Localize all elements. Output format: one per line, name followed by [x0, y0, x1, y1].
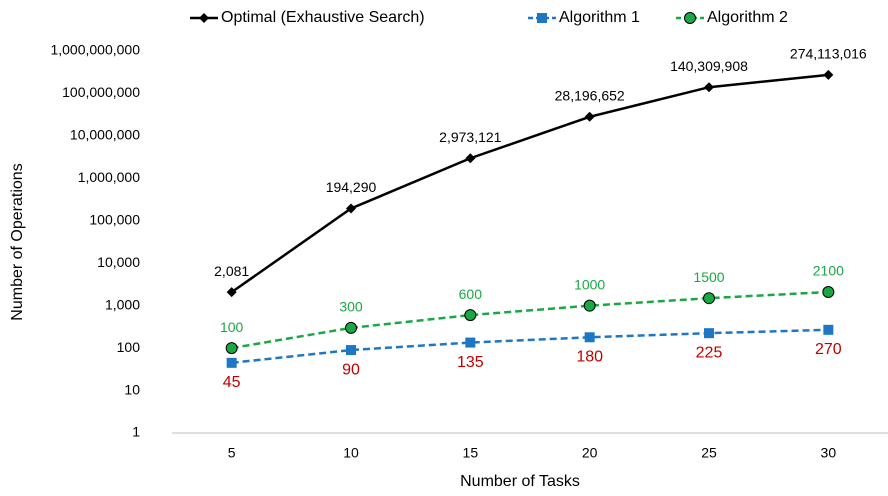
legend-label: Optimal (Exhaustive Search) — [221, 9, 425, 26]
marker — [704, 82, 714, 93]
y-tick-label: 1,000,000 — [78, 169, 140, 185]
data-label: 194,290 — [326, 179, 377, 195]
marker — [584, 332, 595, 343]
y-tick-label: 10,000 — [97, 254, 140, 270]
data-label: 270 — [815, 341, 842, 358]
data-label: 135 — [457, 354, 484, 371]
marker — [465, 337, 476, 348]
legend-marker — [199, 13, 209, 23]
y-tick-label: 10 — [124, 381, 140, 397]
data-label: 2,081 — [214, 263, 249, 279]
y-tick-label: 100 — [117, 339, 141, 355]
marker — [346, 345, 356, 356]
data-label: 1500 — [693, 269, 724, 285]
x-tick-label: 20 — [582, 445, 598, 461]
x-axis-label: Number of Tasks — [460, 473, 580, 490]
y-tick-label: 1 — [132, 424, 140, 440]
marker — [346, 203, 356, 214]
series-line — [231, 328, 829, 365]
legend-label: Algorithm 1 — [559, 9, 640, 26]
x-tick-label: 25 — [701, 445, 717, 461]
series-line — [231, 290, 829, 350]
y-axis-label: Number of Operations — [9, 163, 26, 320]
marker — [822, 285, 835, 298]
data-label: 1000 — [574, 276, 605, 292]
data-label: 2,973,121 — [439, 129, 501, 145]
legend-marker — [684, 12, 696, 24]
x-tick-label: 5 — [228, 445, 236, 461]
marker — [584, 111, 595, 122]
marker — [464, 309, 477, 322]
marker — [823, 69, 834, 80]
data-label: 45 — [223, 374, 241, 391]
marker — [703, 292, 715, 305]
x-tick-label: 30 — [821, 445, 837, 461]
data-label: 180 — [576, 348, 603, 365]
legend-label: Algorithm 2 — [707, 9, 788, 26]
data-label: 600 — [459, 286, 483, 302]
x-tick-label: 10 — [343, 445, 359, 461]
marker — [465, 153, 476, 164]
marker — [823, 324, 834, 335]
data-label: 225 — [696, 344, 723, 361]
y-tick-label: 10,000,000 — [70, 127, 140, 143]
y-tick-label: 100,000,000 — [62, 84, 140, 100]
data-label: 2100 — [813, 263, 844, 279]
y-tick-label: 100,000 — [89, 211, 140, 227]
data-label: 300 — [339, 299, 363, 315]
y-tick-label: 1,000 — [105, 296, 140, 312]
data-label: 274,113,016 — [790, 46, 867, 62]
marker — [583, 299, 596, 312]
marker — [345, 321, 357, 334]
data-label: 28,196,652 — [555, 87, 625, 103]
legend-marker — [537, 13, 547, 23]
marker — [704, 328, 714, 339]
marker — [226, 287, 237, 298]
data-label: 100 — [220, 319, 244, 335]
series-line — [230, 73, 829, 294]
y-tick-label: 1,000,000,000 — [50, 42, 140, 58]
marker — [226, 357, 237, 368]
x-tick-label: 15 — [463, 445, 479, 461]
data-label: 90 — [342, 361, 360, 378]
data-label: 140,309,908 — [670, 58, 748, 74]
marker — [225, 342, 238, 355]
